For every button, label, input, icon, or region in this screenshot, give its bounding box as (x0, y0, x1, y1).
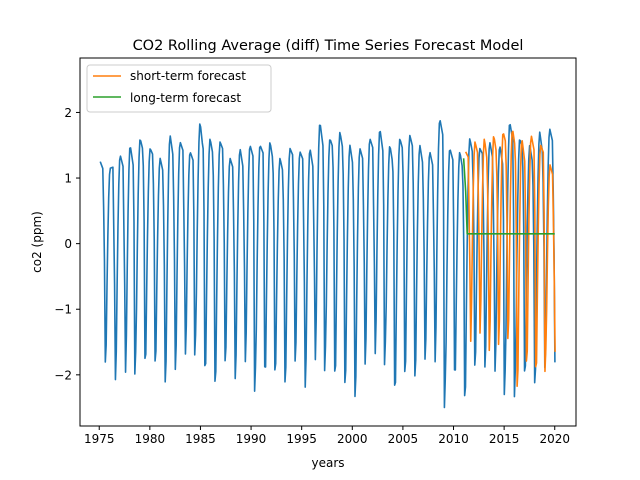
x-tick-label: 2015 (489, 432, 520, 446)
y-tick-label: 2 (64, 106, 72, 120)
chart-title: CO2 Rolling Average (diff) Time Series F… (133, 38, 524, 54)
plot-frame (79, 57, 577, 427)
y-tick-label: 0 (64, 237, 72, 251)
x-axis-label: years (311, 456, 344, 470)
y-axis-label: co2 (ppm) (30, 211, 44, 273)
x-tick-label: 2020 (539, 432, 570, 446)
legend-box (86, 64, 272, 113)
y-tick-label: −2 (54, 368, 72, 382)
x-tick-label: 1990 (236, 432, 267, 446)
y-axis: −2 −1 0 1 2 (54, 106, 80, 382)
legend-label-long-term: long-term forecast (130, 91, 241, 105)
x-tick-label: 2005 (388, 432, 419, 446)
x-tick-label: 1985 (185, 432, 216, 446)
legend: short-term forecast long-term forecast (86, 64, 272, 113)
series-line-observed (99, 119, 556, 409)
y-tick-label: −1 (54, 303, 72, 317)
x-tick-label: 2010 (438, 432, 469, 446)
legend-label-short-term: short-term forecast (130, 69, 246, 83)
x-tick-label: 1995 (286, 432, 317, 446)
y-tick-label: 1 (64, 172, 72, 186)
series-line-short-term-forecast (464, 130, 556, 388)
x-tick-label: 2000 (337, 432, 368, 446)
x-tick-label: 1975 (84, 432, 115, 446)
x-tick-label: 1980 (135, 432, 166, 446)
series-line-long-term-forecast (462, 158, 555, 235)
plot-area (99, 119, 556, 409)
x-axis: 1975 1980 1985 1990 1995 2000 2005 2010 2015 2020 (84, 426, 570, 446)
